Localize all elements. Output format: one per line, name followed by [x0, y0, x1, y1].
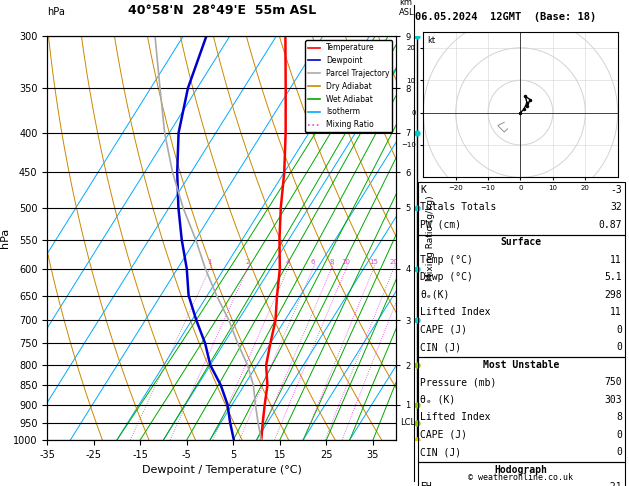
Text: -3: -3	[610, 185, 622, 195]
Text: θₑ(K): θₑ(K)	[420, 290, 450, 300]
Text: Surface: Surface	[501, 237, 542, 247]
Text: K: K	[420, 185, 426, 195]
Y-axis label: hPa: hPa	[0, 228, 10, 248]
Legend: Temperature, Dewpoint, Parcel Trajectory, Dry Adiabat, Wet Adiabat, Isotherm, Mi: Temperature, Dewpoint, Parcel Trajectory…	[305, 40, 392, 132]
Text: 11: 11	[610, 307, 622, 317]
Text: LCL: LCL	[400, 418, 415, 427]
Text: Dewp (°C): Dewp (°C)	[420, 272, 473, 282]
Text: CAPE (J): CAPE (J)	[420, 325, 467, 335]
Text: 8: 8	[616, 412, 622, 422]
Text: hPa: hPa	[47, 7, 65, 17]
Text: 32: 32	[610, 202, 622, 212]
Text: 06.05.2024  12GMT  (Base: 18): 06.05.2024 12GMT (Base: 18)	[415, 12, 596, 22]
Text: 750: 750	[604, 377, 622, 387]
Text: 40°58'N  28°49'E  55m ASL: 40°58'N 28°49'E 55m ASL	[128, 4, 316, 17]
Text: 10: 10	[342, 260, 350, 265]
Text: 8: 8	[329, 260, 333, 265]
Text: θₑ (K): θₑ (K)	[420, 395, 455, 405]
Text: 1: 1	[208, 260, 212, 265]
Text: Pressure (mb): Pressure (mb)	[420, 377, 496, 387]
Text: Lifted Index: Lifted Index	[420, 412, 491, 422]
Text: 4: 4	[286, 260, 290, 265]
Text: 0: 0	[616, 430, 622, 440]
Text: 11: 11	[610, 255, 622, 265]
Text: CIN (J): CIN (J)	[420, 342, 461, 352]
Text: 0: 0	[616, 325, 622, 335]
Text: -21: -21	[604, 482, 622, 486]
Text: 5.1: 5.1	[604, 272, 622, 282]
Text: 0.87: 0.87	[599, 220, 622, 230]
X-axis label: Dewpoint / Temperature (°C): Dewpoint / Temperature (°C)	[142, 465, 302, 475]
Text: Temp (°C): Temp (°C)	[420, 255, 473, 265]
Text: Hodograph: Hodograph	[494, 465, 548, 475]
Text: 303: 303	[604, 395, 622, 405]
Text: CAPE (J): CAPE (J)	[420, 430, 467, 440]
Text: 2: 2	[245, 260, 250, 265]
Text: 15: 15	[369, 260, 378, 265]
Text: Lifted Index: Lifted Index	[420, 307, 491, 317]
Text: 0: 0	[616, 447, 622, 457]
Text: Mixing Ratio (g/kg): Mixing Ratio (g/kg)	[426, 195, 435, 281]
Text: Most Unstable: Most Unstable	[483, 360, 559, 370]
Text: 6: 6	[311, 260, 315, 265]
Text: PW (cm): PW (cm)	[420, 220, 461, 230]
Text: 20: 20	[389, 260, 398, 265]
Text: EH: EH	[420, 482, 432, 486]
Text: kt: kt	[427, 36, 435, 45]
Text: © weatheronline.co.uk: © weatheronline.co.uk	[468, 473, 573, 482]
Text: CIN (J): CIN (J)	[420, 447, 461, 457]
Text: Totals Totals: Totals Totals	[420, 202, 496, 212]
Text: 298: 298	[604, 290, 622, 300]
Text: 0: 0	[616, 342, 622, 352]
Text: km
ASL: km ASL	[399, 0, 415, 17]
